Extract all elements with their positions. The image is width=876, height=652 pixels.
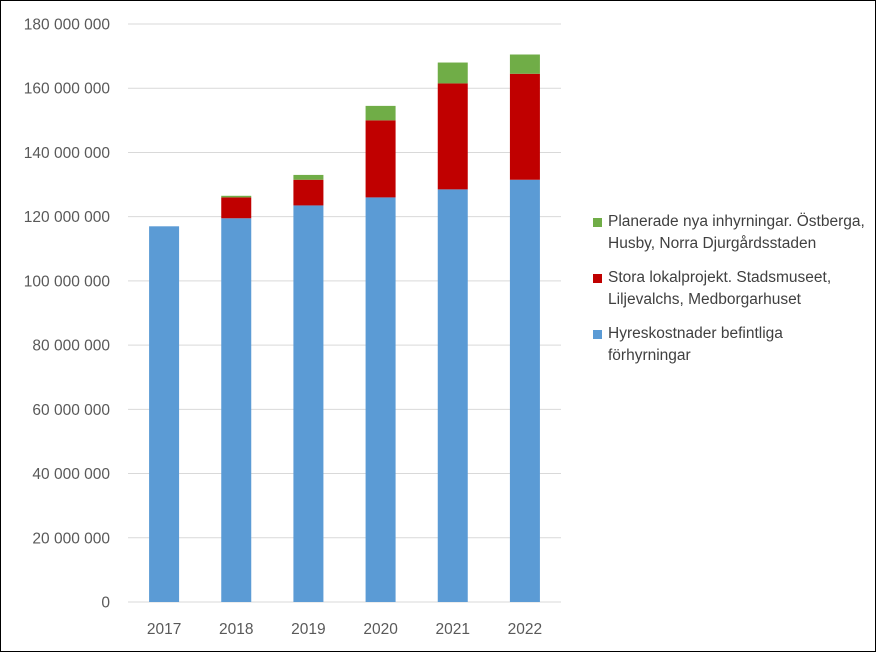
y-tick-label: 100 000 000 [24, 273, 111, 290]
legend-swatch-stora-lokalprojekt [593, 274, 602, 283]
legend-label-planerade: Planerade nya inhyrningar. Östberga, Hus… [608, 213, 865, 252]
y-tick-label: 80 000 000 [32, 338, 110, 355]
x-tick-label: 2022 [508, 621, 542, 638]
bar-segment [221, 218, 252, 602]
bar-segment [293, 205, 324, 602]
bar-segment [509, 73, 540, 180]
legend-label-hyreskostnader: Hyreskostnader befintliga förhyrningar [608, 325, 783, 364]
bar-segment [437, 189, 468, 602]
x-tick-label: 2019 [291, 621, 325, 638]
bar-segment [365, 120, 396, 198]
bar-segment [221, 195, 252, 198]
bar-segment [365, 197, 396, 602]
bar-segment [149, 226, 180, 603]
y-tick-label: 0 [101, 595, 110, 612]
bar-segment [509, 179, 540, 602]
bar-segment [437, 83, 468, 190]
legend-swatch-hyreskostnader [593, 330, 602, 339]
x-tick-label: 2018 [219, 621, 253, 638]
legend: Planerade nya inhyrningar. Östberga, Hus… [593, 211, 868, 379]
legend-swatch-planerade [593, 218, 602, 227]
bar-segment [437, 62, 468, 84]
bar-segment [221, 197, 252, 219]
bar-segment [365, 105, 396, 121]
legend-item-planerade: Planerade nya inhyrningar. Östberga, Hus… [593, 211, 868, 255]
bar-segment [509, 54, 540, 74]
y-tick-label: 60 000 000 [32, 402, 110, 419]
y-tick-label: 160 000 000 [24, 81, 111, 98]
y-tick-label: 20 000 000 [32, 530, 110, 547]
x-tick-label: 2021 [436, 621, 470, 638]
x-tick-label: 2020 [363, 621, 398, 638]
bar-segment [293, 174, 324, 180]
legend-label-stora-lokalprojekt: Stora lokalprojekt. Stadsmuseet, Liljeva… [608, 269, 832, 308]
y-tick-label: 180 000 000 [24, 17, 111, 34]
x-tick-label: 2017 [147, 621, 181, 638]
legend-item-hyreskostnader: Hyreskostnader befintliga förhyrningar [593, 323, 868, 367]
y-tick-label: 40 000 000 [32, 466, 110, 483]
bar-segment [293, 179, 324, 206]
legend-item-stora-lokalprojekt: Stora lokalprojekt. Stadsmuseet, Liljeva… [593, 267, 868, 311]
y-tick-label: 140 000 000 [24, 145, 111, 162]
y-tick-label: 120 000 000 [24, 209, 111, 226]
